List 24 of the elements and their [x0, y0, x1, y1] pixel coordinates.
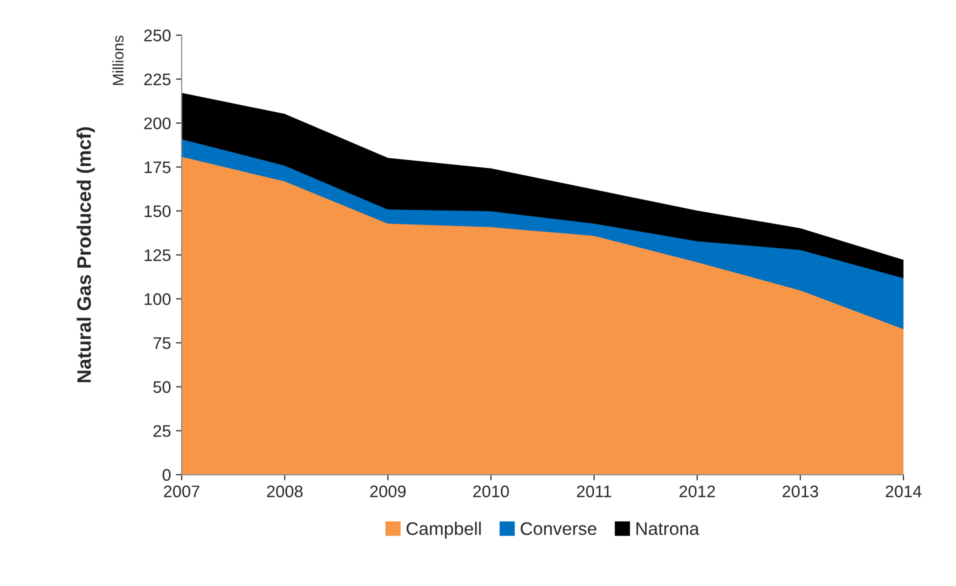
y-tick-label: 25 — [154, 425, 171, 437]
y-tick-label: 0 — [162, 469, 171, 481]
x-tick-label: 2007 — [164, 486, 200, 498]
legend-label: Converse — [520, 522, 596, 536]
legend-label: Campbell — [406, 522, 481, 539]
y-axis-title: Natural Gas Produced (mcf) — [76, 127, 95, 382]
y-tick-label: 100 — [144, 293, 171, 306]
y-tick-label: 50 — [153, 381, 171, 393]
x-tick-label: 2013 — [782, 486, 818, 498]
x-tick-label: 2014 — [886, 486, 922, 498]
x-tick-label: 2008 — [267, 486, 303, 498]
y-tick-label: 150 — [144, 205, 171, 218]
x-tick-label: 2010 — [473, 486, 509, 498]
x-tick-label: 2012 — [680, 486, 715, 498]
legend-label: Natrona — [636, 522, 700, 536]
y-tick-label: 75 — [154, 337, 171, 350]
x-tick-label: 2009 — [370, 486, 406, 498]
y-tick-label: 200 — [144, 117, 171, 130]
y-tick-label: 125 — [144, 249, 171, 262]
y-tick-label: 175 — [144, 162, 171, 174]
text: Millions — [112, 36, 124, 85]
y-tick-label: 225 — [144, 74, 171, 86]
x-tick-label: 2011 — [577, 486, 612, 498]
y-tick-label: 250 — [144, 30, 171, 42]
